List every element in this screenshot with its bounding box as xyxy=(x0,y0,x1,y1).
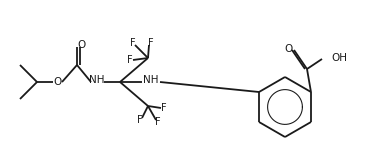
Text: NH: NH xyxy=(89,75,105,85)
Text: O: O xyxy=(285,44,293,54)
Text: O: O xyxy=(78,40,86,50)
Text: F: F xyxy=(137,115,143,125)
Text: F: F xyxy=(161,103,167,113)
Text: F: F xyxy=(148,38,154,48)
Text: NH: NH xyxy=(143,75,159,85)
Text: F: F xyxy=(127,55,133,65)
Text: OH: OH xyxy=(331,53,347,63)
Text: F: F xyxy=(130,38,136,48)
Text: F: F xyxy=(155,117,161,127)
Text: O: O xyxy=(53,77,61,87)
